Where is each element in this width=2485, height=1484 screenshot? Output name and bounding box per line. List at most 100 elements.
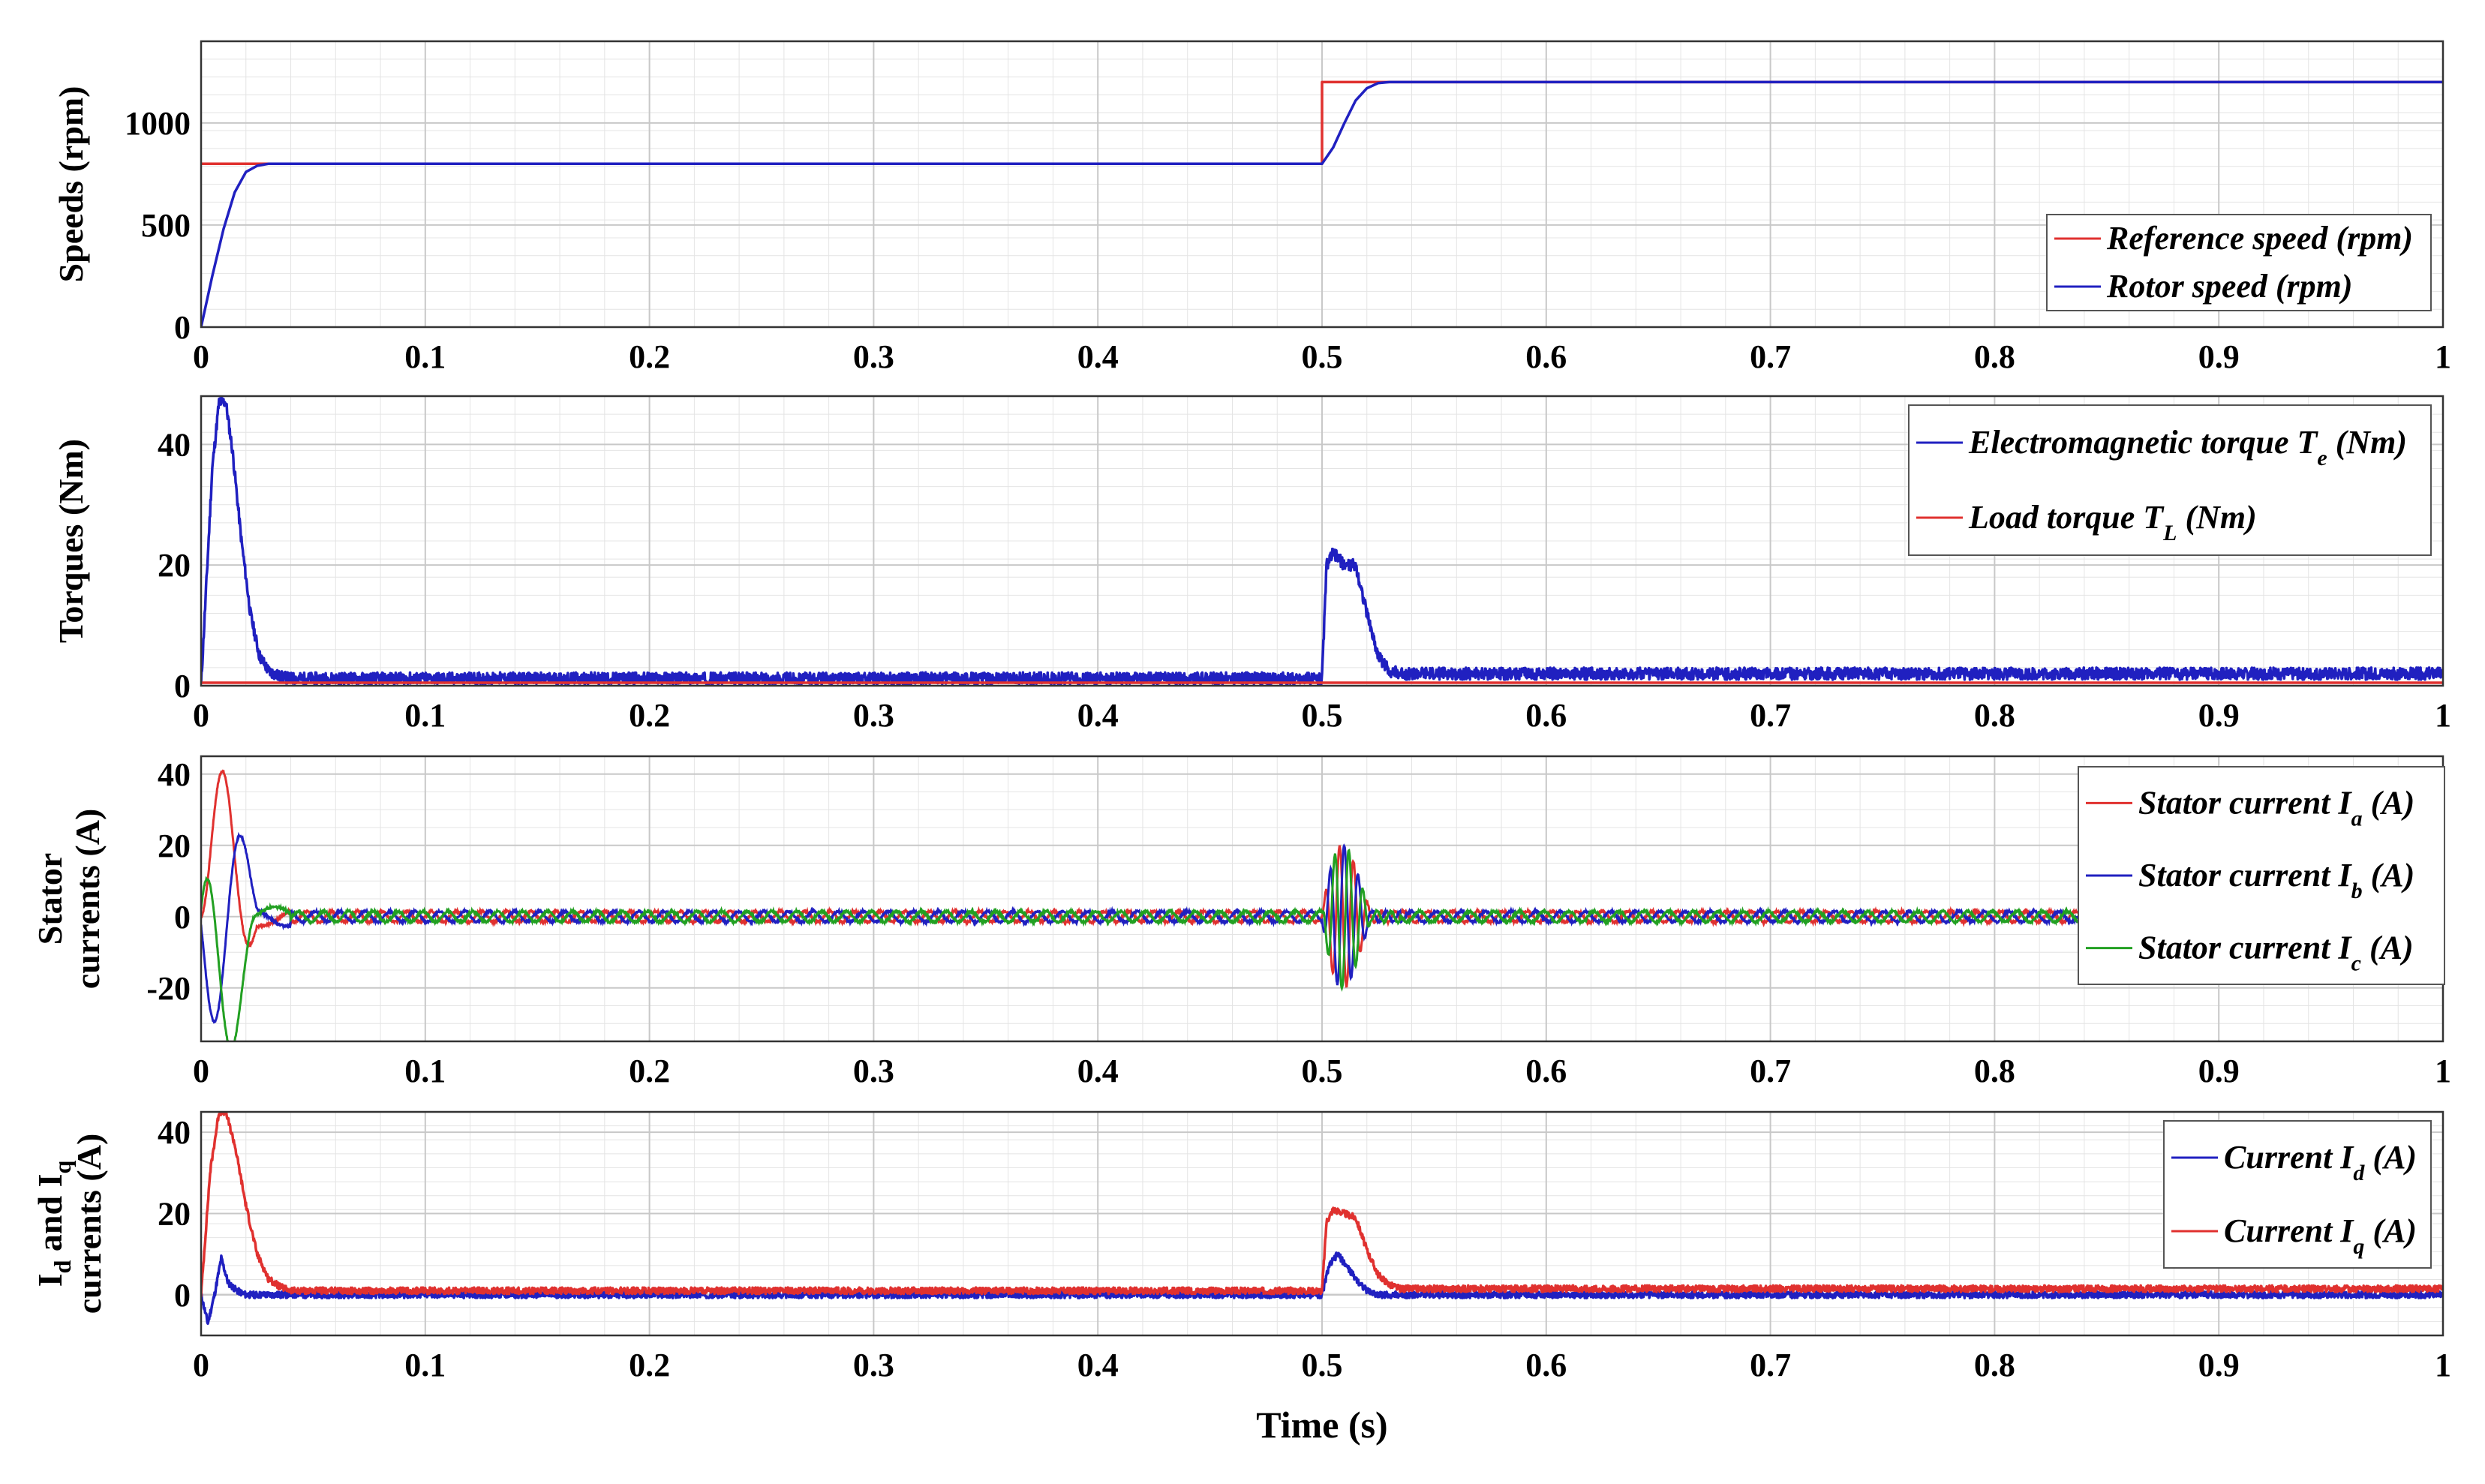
x-tick-label: 0.5 [1302, 338, 1343, 375]
plot-area [201, 769, 2443, 1041]
y-tick-label: 0 [174, 309, 191, 346]
y-tick-label: 0 [174, 1277, 191, 1314]
plot-area [201, 396, 2443, 686]
x-tick-label: 0.9 [2198, 697, 2240, 734]
legend-label: Stator current I [2138, 930, 2353, 966]
legend: Reference speed (rpm) Rotor speed (rpm) [2046, 214, 2432, 311]
y-axis-label: Stator [31, 853, 69, 945]
legend-box [1908, 404, 2432, 556]
x-tick-label: 0.2 [629, 697, 670, 734]
legend-label: Stator current I [2138, 857, 2353, 894]
x-tick-label: 0.4 [1077, 697, 1119, 734]
legend-label: Electromagnetic torque T [1968, 424, 2319, 461]
x-tick-label: 0.5 [1302, 1347, 1343, 1383]
y-tick-label: -20 [146, 970, 191, 1007]
legend-label: Rotor speed (rpm) [2106, 268, 2353, 305]
legend-box [2163, 1120, 2432, 1269]
x-tick-label: 0.8 [1974, 697, 2015, 734]
x-tick-label: 0.8 [1974, 338, 2015, 375]
x-tick-label: 0.7 [1750, 1053, 1791, 1089]
legend-unit: (A) [2364, 1212, 2417, 1249]
legend-subscript: b [2351, 879, 2363, 903]
legend-box [2046, 214, 2432, 311]
legend-box [2078, 766, 2445, 985]
panel-3: 0 0.1 0.2 0.3 0.4 0.5 0.6 0.7 0.8 0.9 1 -20 0 20 40 Sta… [31, 755, 2451, 1089]
x-tick-label: 0.4 [1077, 338, 1119, 375]
panel-1: 0 0.1 0.2 0.3 0.4 0.5 0.6 0.7 0.8 0.9 1 0 500 1000 Spe… [52, 40, 2451, 375]
x-tick-label: 0.6 [1525, 1347, 1567, 1383]
y-tick-label: 20 [158, 828, 191, 864]
x-tick-label: 0 [193, 1053, 209, 1089]
plot-area [201, 1112, 2443, 1325]
plot-frame [200, 395, 2444, 687]
legend-entry: Reference speed (rpm) [2106, 220, 2413, 257]
y-tick-label: 20 [158, 547, 191, 584]
x-tick-label: 0.7 [1750, 1347, 1791, 1383]
x-tick-label: 1 [2435, 697, 2451, 734]
x-tick-label: 1 [2435, 1347, 2451, 1383]
y-axis-label: Torques (Nm) [52, 439, 90, 643]
legend-subscript: e [2317, 446, 2327, 470]
x-tick-label: 0.1 [404, 338, 446, 375]
plot-frame [200, 40, 2444, 329]
x-tick-label: 0.5 [1302, 1053, 1343, 1089]
x-tick-label: 0.8 [1974, 1053, 2015, 1089]
series-line-1 [201, 1112, 2443, 1297]
x-tick-label: 0.1 [404, 697, 446, 734]
x-tick-label: 1 [2435, 1053, 2451, 1089]
legend-unit: (A) [2364, 1139, 2417, 1176]
legend-label: Reference speed (rpm) [2106, 220, 2413, 257]
legend-entry: Current Iq (A) [2224, 1212, 2417, 1259]
panel-2: 0 0.1 0.2 0.3 0.4 0.5 0.6 0.7 0.8 0.9 1 0 20 40 Torque… [52, 395, 2451, 734]
series-line-b [201, 831, 2443, 1024]
y-tick-label: 40 [158, 426, 191, 463]
legend-unit: (A) [2363, 857, 2415, 894]
series-line-c [201, 849, 2443, 1041]
legend-unit: (A) [2361, 930, 2414, 966]
legend-label: Stator current I [2138, 784, 2353, 821]
x-tick-label: 0 [193, 338, 209, 375]
x-tick-label: 0.1 [404, 1347, 446, 1383]
x-tick-label: 0.1 [404, 1053, 446, 1089]
legend-subscript: q [2353, 1234, 2364, 1259]
x-tick-label: 0.9 [2198, 338, 2240, 375]
legend-unit: (Nm) [2177, 499, 2256, 536]
x-tick-label: 0 [193, 697, 209, 734]
legend: Current Id (A)Current Iq (A) [2163, 1120, 2432, 1269]
y-tick-label: 500 [141, 207, 191, 244]
legend-entry: Load torque TL (Nm) [1968, 499, 2257, 545]
legend: Electromagnetic torque Te (Nm)Load torqu… [1908, 404, 2432, 556]
y-axis-label-part: d [49, 1260, 76, 1273]
y-tick-label: 40 [158, 756, 191, 793]
plot-area [201, 80, 2443, 327]
legend-label: Load torque T [1968, 499, 2165, 536]
x-tick-label: 0.9 [2198, 1347, 2240, 1383]
y-axis-label-part: q [49, 1161, 76, 1174]
x-tick-label: 0.6 [1525, 1053, 1567, 1089]
x-tick-label: 0.6 [1525, 697, 1567, 734]
legend-entry: Electromagnetic torque Te (Nm) [1968, 424, 2407, 470]
legend-entry: Stator current Ia (A) [2138, 784, 2414, 831]
y-tick-label: 0 [174, 899, 191, 936]
x-axis-label: Time (s) [1256, 1404, 1387, 1446]
y-axis-label: Id and Iq [31, 1161, 76, 1287]
panel-4: 0 0.1 0.2 0.3 0.4 0.5 0.6 0.7 0.8 0.9 1 0 20 40 Id and… [31, 1110, 2451, 1446]
legend-subscript: d [2353, 1161, 2365, 1185]
y-tick-label: 20 [158, 1195, 191, 1232]
x-tick-label: 0.2 [629, 1347, 670, 1383]
legend-label: Current I [2224, 1139, 2354, 1176]
legend-entry: Stator current Ic (A) [2138, 930, 2414, 976]
x-tick-label: 0.6 [1525, 338, 1567, 375]
y-tick-label: 1000 [125, 105, 191, 142]
x-tick-label: 0 [193, 1347, 209, 1383]
legend-entry: Current Id (A) [2224, 1139, 2417, 1185]
legend-subscript: L [2162, 521, 2177, 545]
x-tick-label: 0.7 [1750, 338, 1791, 375]
legend-entry: Stator current Ib (A) [2138, 857, 2414, 903]
x-tick-label: 0.7 [1750, 697, 1791, 734]
x-tick-label: 0.8 [1974, 1347, 2015, 1383]
x-tick-label: 0.4 [1077, 1347, 1119, 1383]
legend-subscript: c [2351, 951, 2361, 976]
x-tick-label: 0.3 [853, 1347, 894, 1383]
